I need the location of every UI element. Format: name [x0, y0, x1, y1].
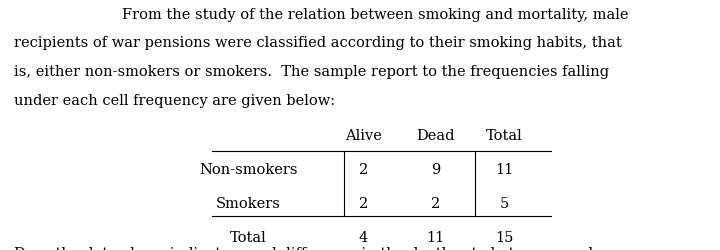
Text: From the study of the relation between smoking and mortality, male: From the study of the relation between s…: [122, 8, 629, 22]
Text: 2: 2: [359, 196, 368, 210]
Text: 11: 11: [426, 230, 445, 244]
Text: Alive: Alive: [345, 129, 382, 143]
Text: under each cell frequency are given below:: under each cell frequency are given belo…: [14, 94, 336, 108]
Text: 4: 4: [359, 230, 368, 244]
Text: Total: Total: [485, 129, 523, 143]
Text: recipients of war pensions were classified according to their smoking habits, th: recipients of war pensions were classifi…: [14, 36, 622, 50]
Text: 5: 5: [500, 196, 508, 210]
Text: 9: 9: [431, 162, 440, 176]
Text: is, either non-smokers or smokers.  The sample report to the frequencies falling: is, either non-smokers or smokers. The s…: [14, 65, 610, 79]
Text: 2: 2: [359, 162, 368, 176]
Text: Dead: Dead: [416, 129, 455, 143]
Text: 15: 15: [495, 230, 513, 244]
Text: Smokers: Smokers: [216, 196, 281, 210]
Text: Does the data above indicate a real difference in the death rate between smokers: Does the data above indicate a real diff…: [14, 246, 621, 250]
Text: Non-smokers: Non-smokers: [199, 162, 297, 176]
Text: 11: 11: [495, 162, 513, 176]
Text: Total: Total: [230, 230, 267, 244]
Text: 2: 2: [431, 196, 440, 210]
